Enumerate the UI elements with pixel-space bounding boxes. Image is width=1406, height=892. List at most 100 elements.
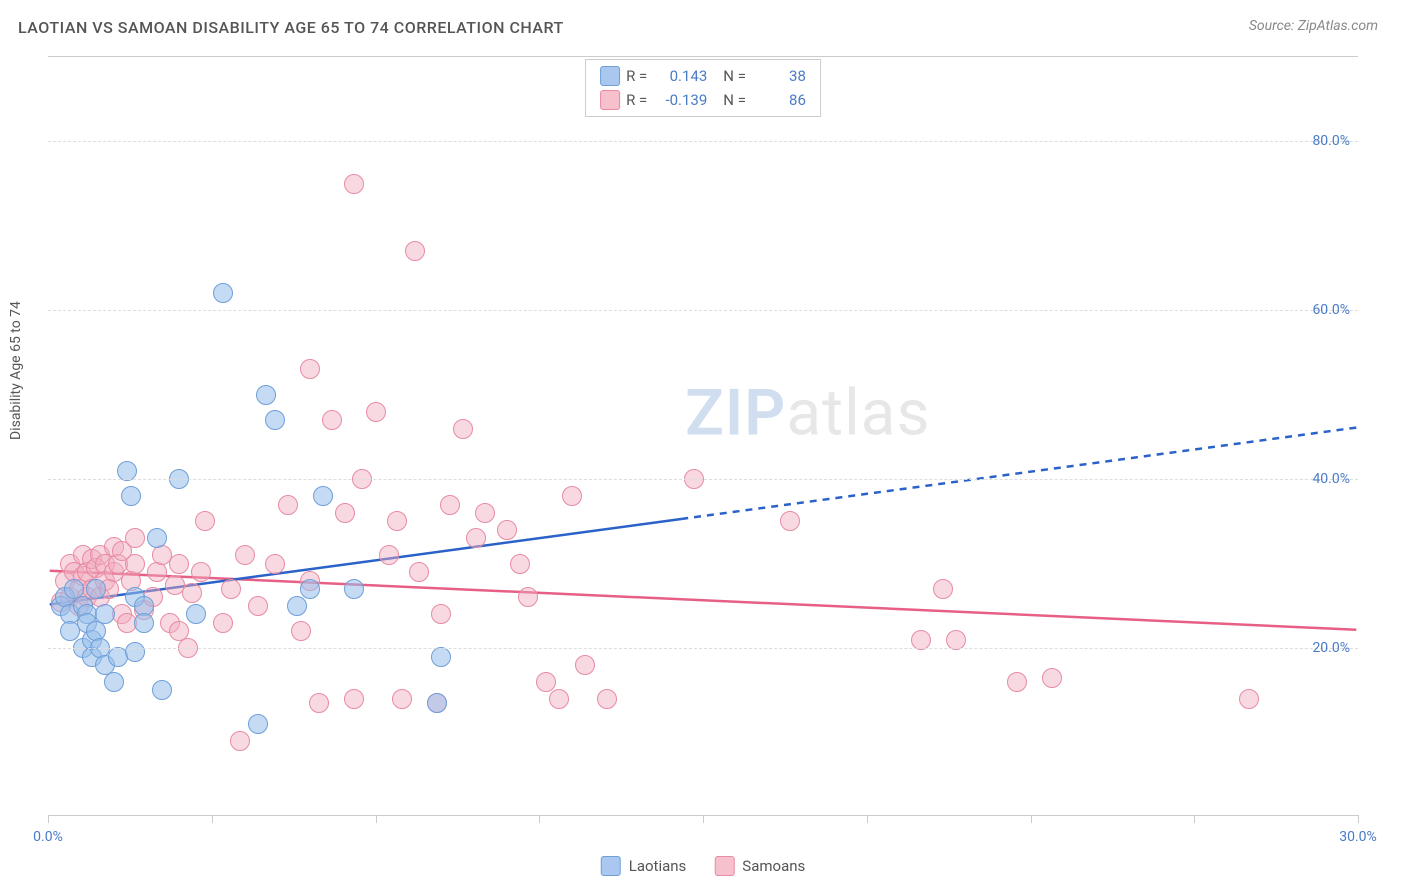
samoans-point <box>213 613 233 633</box>
laotians-point <box>431 647 451 667</box>
samoans-point <box>536 672 556 692</box>
gridline <box>48 310 1358 311</box>
samoans-point <box>169 554 189 574</box>
samoans-point <box>1007 672 1027 692</box>
laotians-point <box>104 672 124 692</box>
source-attribution: Source: ZipAtlas.com <box>1249 18 1378 34</box>
y-tick-label: 40.0% <box>1312 471 1350 487</box>
correlation-legend: R = 0.143 N = 38 R = -0.139 N = 86 <box>585 59 821 117</box>
laotians-point <box>117 461 137 481</box>
samoans-point <box>510 554 530 574</box>
samoans-point <box>291 621 311 641</box>
laotians-point <box>147 528 167 548</box>
x-tick <box>1194 815 1195 823</box>
gridline <box>48 479 1358 480</box>
laotians-point <box>152 680 172 700</box>
legend-r-value: 0.143 <box>653 67 707 85</box>
x-tick <box>539 815 540 823</box>
series-legend-item: Samoans <box>714 856 805 876</box>
legend-row: R = 0.143 N = 38 <box>600 64 806 88</box>
y-tick-label: 20.0% <box>1312 640 1350 656</box>
legend-swatch <box>714 856 734 876</box>
samoans-point <box>933 579 953 599</box>
x-tick <box>1031 815 1032 823</box>
laotians-point <box>344 579 364 599</box>
laotians-point <box>265 410 285 430</box>
y-tick-label: 60.0% <box>1312 302 1350 318</box>
samoans-point <box>335 503 355 523</box>
gridline <box>48 648 1358 649</box>
y-tick-label: 80.0% <box>1312 133 1350 149</box>
x-tick-label: 0.0% <box>33 829 63 845</box>
samoans-point <box>300 359 320 379</box>
samoans-point <box>562 486 582 506</box>
samoans-point <box>780 511 800 531</box>
samoans-point <box>366 402 386 422</box>
laotians-point <box>300 579 320 599</box>
x-tick-label: 30.0% <box>1339 829 1377 845</box>
samoans-point <box>125 528 145 548</box>
samoans-point <box>453 419 473 439</box>
samoans-point <box>221 579 241 599</box>
legend-n-label: N = <box>723 67 746 85</box>
legend-n-value: 86 <box>752 91 806 109</box>
samoans-point <box>946 630 966 650</box>
samoans-point <box>392 689 412 709</box>
laotians-point <box>256 385 276 405</box>
laotians-point <box>95 604 115 624</box>
samoans-point <box>182 583 202 603</box>
series-legend-item: Laotians <box>601 856 687 876</box>
samoans-point <box>309 693 329 713</box>
laotians-point <box>248 714 268 734</box>
laotians-point <box>213 283 233 303</box>
samoans-point <box>322 410 342 430</box>
legend-swatch <box>601 856 621 876</box>
samoans-point <box>235 545 255 565</box>
laotians-point <box>86 579 106 599</box>
samoans-point <box>125 554 145 574</box>
legend-r-label: R = <box>626 91 647 109</box>
samoans-point <box>248 596 268 616</box>
samoans-point <box>518 587 538 607</box>
y-axis-label: Disability Age 65 to 74 <box>8 301 24 440</box>
x-tick <box>212 815 213 823</box>
samoans-point <box>466 528 486 548</box>
samoans-point <box>230 731 250 751</box>
samoans-point <box>440 495 460 515</box>
x-tick <box>48 815 49 823</box>
x-tick <box>1358 815 1359 823</box>
x-tick <box>703 815 704 823</box>
series-legend-label: Samoans <box>742 857 805 875</box>
laotians-point <box>287 596 307 616</box>
laotians-point <box>427 693 447 713</box>
samoans-point <box>278 495 298 515</box>
samoans-point <box>344 174 364 194</box>
laotians-point <box>121 486 141 506</box>
chart-plot-area: ZIPatlas R =0.143N =38R =-0.139N =86 20.… <box>48 56 1358 816</box>
laotians-point <box>313 486 333 506</box>
samoans-point <box>475 503 495 523</box>
laotians-point <box>125 642 145 662</box>
series-legend: Laotians Samoans <box>601 856 806 876</box>
x-tick <box>867 815 868 823</box>
samoans-point <box>1239 689 1259 709</box>
samoans-point <box>265 554 285 574</box>
samoans-point <box>147 562 167 582</box>
samoans-point <box>379 545 399 565</box>
samoans-point <box>549 689 569 709</box>
legend-swatch <box>600 90 620 110</box>
series-legend-label: Laotians <box>629 857 687 875</box>
x-tick <box>376 815 377 823</box>
samoans-point <box>344 689 364 709</box>
legend-n-label: N = <box>723 91 746 109</box>
legend-r-label: R = <box>626 67 647 85</box>
samoans-point <box>575 655 595 675</box>
chart-title: LAOTIAN VS SAMOAN DISABILITY AGE 65 TO 7… <box>18 18 564 37</box>
samoans-point <box>191 562 211 582</box>
samoans-point <box>431 604 451 624</box>
samoans-point <box>1042 668 1062 688</box>
samoans-point <box>195 511 215 531</box>
legend-n-value: 38 <box>752 67 806 85</box>
laotians-point <box>134 613 154 633</box>
legend-r-value: -0.139 <box>653 91 707 109</box>
